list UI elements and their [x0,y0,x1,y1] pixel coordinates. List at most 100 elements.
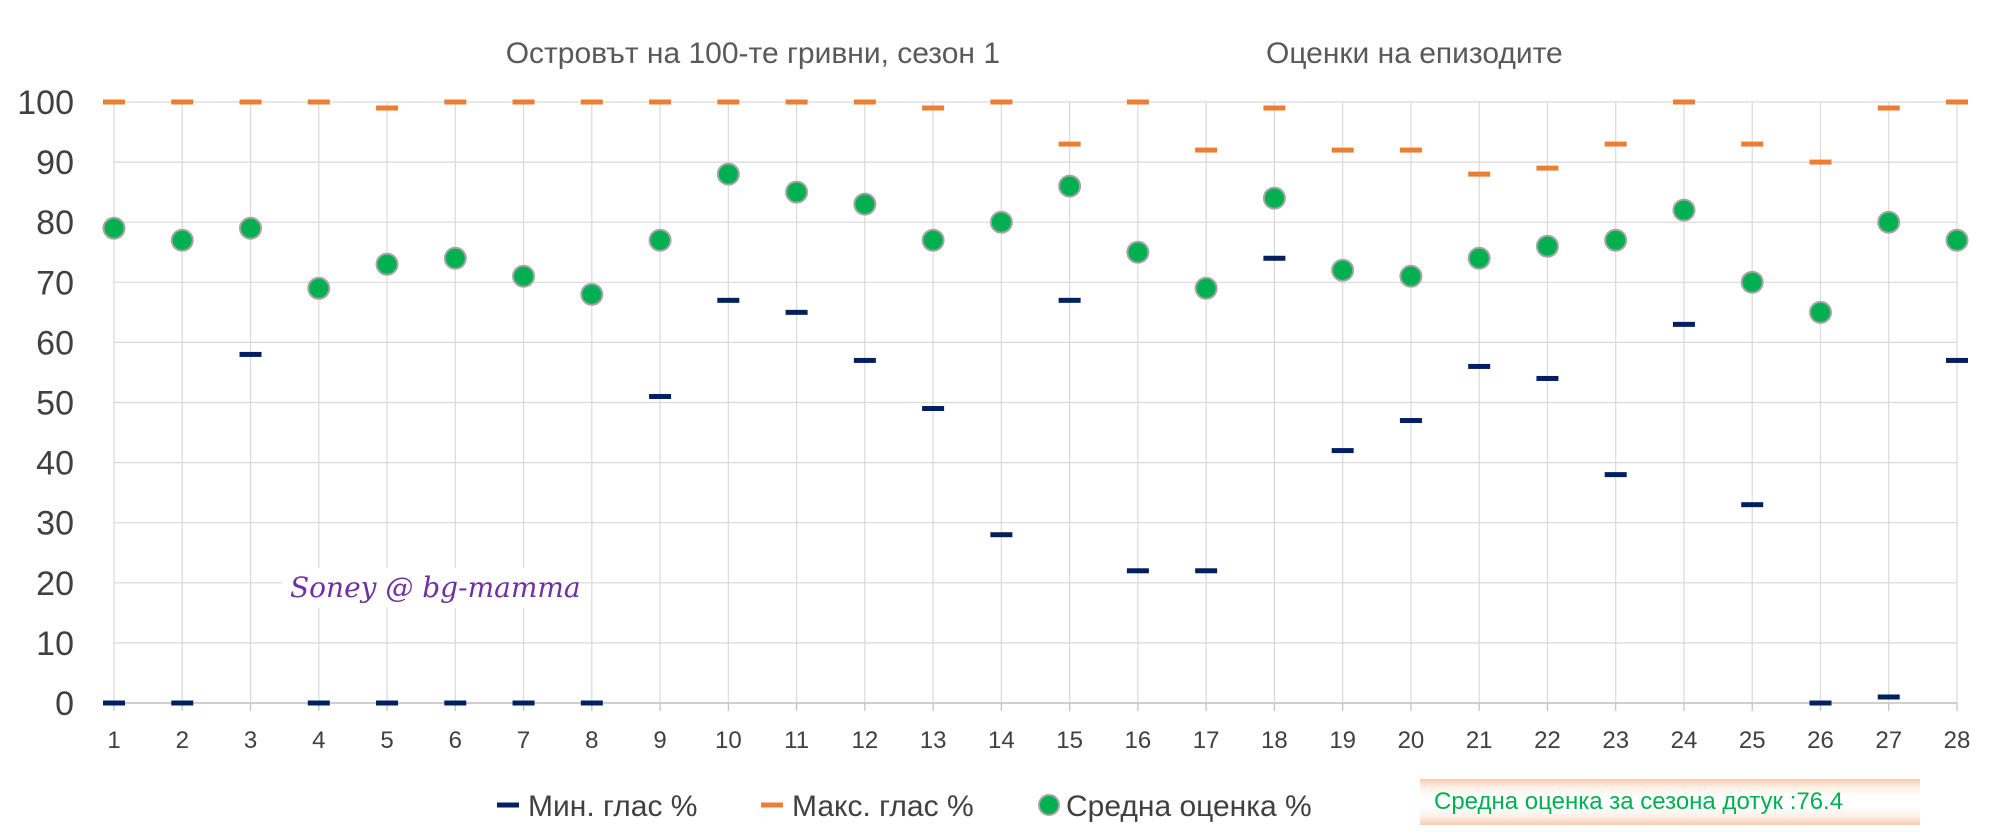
x-tick-label: 3 [244,727,257,754]
max-vote-mark [171,99,194,105]
y-axis: 0 10 20 30 40 50 60 70 80 90 100 [17,84,74,723]
legend-label: Средна оценка % [1066,790,1312,823]
y-tick-label: 60 [36,324,74,362]
min-vote-mark [853,357,876,363]
legend-marker-min [497,802,519,808]
min-vote-mark [649,393,672,399]
x-tick-label: 9 [653,727,666,754]
x-tick-label: 11 [784,727,809,754]
min-vote-mark [580,700,603,706]
min-vote-mark [1741,502,1764,508]
x-tick-label: 28 [1944,727,1971,754]
series-1 [103,99,1968,177]
avg-point [1535,234,1559,258]
x-tick-label: 23 [1602,727,1629,754]
x-tick-label: 7 [517,727,530,754]
x-tick-label: 2 [176,727,189,754]
min-vote-mark [1604,472,1627,478]
min-vote-mark [990,532,1013,538]
x-tick-label: 17 [1193,727,1220,754]
max-vote-mark [444,99,467,105]
x-tick-label: 14 [988,727,1015,754]
max-vote-mark [990,99,1013,105]
chart-subtitle: Оценки на епизодите [1266,37,1563,70]
watermark: Soney @ bg-mamma [282,568,581,608]
min-vote-mark [1195,568,1218,574]
max-vote-mark [1399,147,1422,153]
x-tick-label: 18 [1261,727,1288,754]
max-vote-mark [307,99,330,105]
min-vote-mark [1331,448,1354,454]
avg-point [1331,258,1355,282]
avg-point [307,276,331,300]
legend-label: Мин. глас % [528,790,697,823]
y-tick-label: 80 [36,204,74,242]
min-vote-mark [1468,363,1491,369]
max-vote-mark [1263,105,1286,111]
y-tick-label: 10 [36,625,74,663]
avg-point [785,180,809,204]
max-vote-mark [1536,165,1559,171]
grid-lines [113,101,1958,704]
x-tick-label: 27 [1875,727,1902,754]
avg-point [989,210,1013,234]
max-vote-mark [1331,147,1354,153]
avg-point [512,264,536,288]
min-vote-mark [103,700,125,706]
max-vote-mark [103,99,125,105]
chart-marks [102,99,1969,706]
x-tick-label: 10 [715,727,742,754]
avg-point [1672,198,1696,222]
max-vote-mark [717,99,740,105]
season-average-label: Средна оценка за сезона дотук : [1434,788,1797,815]
avg-point [1740,270,1764,294]
legend-marker-avg [1038,794,1060,816]
avg-point [1467,246,1491,270]
max-vote-mark [1672,99,1695,105]
avg-point [1262,186,1286,210]
max-vote-mark [1741,141,1764,147]
x-tick-label: 15 [1056,727,1083,754]
min-vote-mark [785,309,808,315]
min-vote-mark [171,700,194,706]
min-vote-mark [717,297,740,303]
min-vote-mark [1399,418,1422,424]
x-tick-label: 20 [1398,727,1425,754]
legend-label: Макс. глас % [792,790,974,823]
max-vote-mark [1809,159,1832,165]
min-vote-mark [1536,375,1559,381]
x-tick-label: 13 [920,727,947,754]
series-2 [102,162,1969,324]
avg-point [443,246,467,270]
avg-point [580,282,604,306]
x-tick-label: 12 [852,727,879,754]
avg-point [1808,300,1832,324]
min-vote-mark [1672,321,1695,327]
avg-point [170,228,194,252]
x-tick-label: 4 [312,727,325,754]
max-vote-mark [1195,147,1218,153]
avg-point [1399,264,1423,288]
min-vote-mark [922,406,945,412]
x-tick-label: 1 [107,727,120,754]
chart-title: Островът на 100-те гривни, сезон 1 [506,37,1000,70]
x-tick-label: 26 [1807,727,1834,754]
min-vote-mark [307,700,330,706]
y-tick-label: 20 [36,565,74,603]
x-tick-label: 8 [585,727,598,754]
max-vote-mark [1604,141,1627,147]
avg-point [1877,210,1901,234]
min-vote-mark [512,700,535,706]
y-tick-label: 90 [36,144,74,182]
max-vote-mark [512,99,535,105]
max-vote-mark [1058,141,1081,147]
x-tick-label: 19 [1329,727,1356,754]
min-vote-mark [1263,255,1286,261]
x-tick-label: 25 [1739,727,1766,754]
x-axis: 1 2 3 4 5 6 7 8 9 10 11 12 13 14 15 16 17 18 19 20 21 22 23 24 2… [107,703,1970,754]
max-vote-mark [580,99,603,105]
avg-point [716,162,740,186]
max-vote-mark [922,105,945,111]
max-vote-mark [376,105,399,111]
